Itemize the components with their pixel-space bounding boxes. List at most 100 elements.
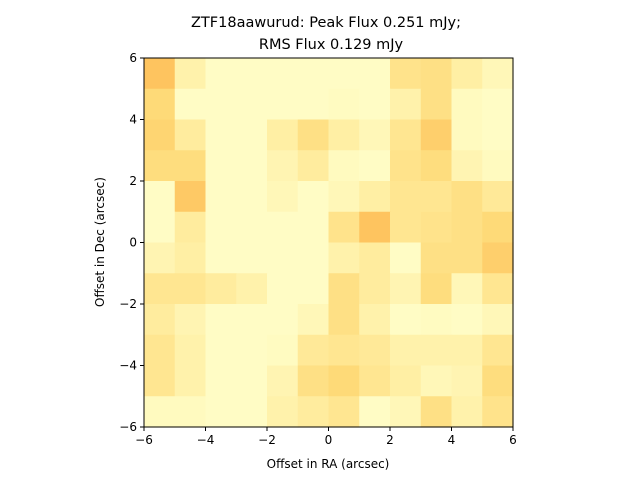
heatmap-cell — [205, 273, 237, 305]
heatmap-cell — [482, 88, 514, 121]
heatmap-cell — [451, 58, 483, 90]
heatmap-cell — [420, 88, 453, 121]
y-tick-label: 6 — [129, 51, 137, 65]
heatmap-cell — [144, 119, 176, 151]
heatmap-cell — [451, 211, 483, 244]
y-axis-label: Offset in Dec (arcsec) — [93, 177, 107, 307]
heatmap-cell — [390, 119, 422, 151]
x-tick-label: 6 — [509, 433, 517, 447]
heatmap-cell — [390, 273, 422, 305]
heatmap-cell — [390, 242, 422, 274]
heatmap-cell — [267, 334, 299, 367]
heatmap-cell — [420, 365, 453, 397]
heatmap-cell — [267, 181, 299, 213]
heatmap-cell — [144, 58, 176, 90]
heatmap-cell — [297, 150, 330, 182]
heatmap-cell — [390, 365, 422, 397]
x-tick-label: −2 — [258, 433, 276, 447]
heatmap-cell — [482, 273, 514, 305]
heatmap-cell — [297, 88, 330, 121]
heatmap-cell — [297, 304, 330, 336]
heatmap-cell — [420, 273, 453, 305]
heatmap-cell — [359, 58, 391, 90]
heatmap-cell — [297, 242, 330, 274]
heatmap-cell — [482, 58, 514, 90]
heatmap-cell — [328, 150, 360, 182]
heatmap-cell — [174, 88, 207, 121]
heatmap-cell — [205, 119, 237, 151]
chart-title-line1: ZTF18aawurud: Peak Flux 0.251 mJy; — [191, 15, 461, 31]
heatmap-cell — [451, 119, 483, 151]
heatmap-cell — [236, 181, 268, 213]
heatmap-cell — [359, 150, 391, 182]
heatmap-cell — [482, 211, 514, 244]
heatmap-cell — [390, 88, 422, 121]
x-tick-label: 2 — [386, 433, 394, 447]
x-tick-label: 4 — [448, 433, 456, 447]
heatmap-cell — [205, 181, 237, 213]
y-tick-label: −2 — [119, 297, 137, 311]
heatmap-cell — [390, 181, 422, 213]
y-tick-label: −4 — [119, 359, 137, 373]
heatmap-cell — [482, 150, 514, 182]
heatmap-cell — [144, 150, 176, 182]
heatmap-cell — [205, 150, 237, 182]
heatmap-cell — [390, 211, 422, 244]
heatmap-cell — [267, 119, 299, 151]
heatmap-cell — [420, 334, 453, 367]
heatmap-cell — [236, 58, 268, 90]
heatmap-cell — [174, 58, 207, 90]
heatmap-cell — [267, 211, 299, 244]
heatmap-cell — [328, 365, 360, 397]
heatmap-cell — [174, 211, 207, 244]
heatmap-cell — [267, 88, 299, 121]
heatmap-cell — [267, 273, 299, 305]
heatmap-cell — [420, 396, 453, 428]
heatmap-cell — [144, 211, 176, 244]
heatmap-cell — [236, 396, 268, 428]
heatmap-cell — [174, 181, 207, 213]
heatmap-cell — [482, 242, 514, 274]
heatmap-cell — [236, 273, 268, 305]
heatmap-cell — [451, 242, 483, 274]
heatmap-cell — [267, 150, 299, 182]
heatmap-cell — [144, 334, 176, 367]
heatmap-cell — [359, 181, 391, 213]
heatmap-cell — [451, 273, 483, 305]
heatmap-cell — [297, 211, 330, 244]
heatmap-cell — [236, 150, 268, 182]
heatmap-cell — [297, 181, 330, 213]
chart-title-line2: RMS Flux 0.129 mJy — [259, 37, 404, 53]
heatmap-cell — [236, 242, 268, 274]
heatmap-cell — [420, 211, 453, 244]
heatmap-cell — [236, 119, 268, 151]
heatmap-cell — [420, 242, 453, 274]
heatmap-cell — [451, 88, 483, 121]
heatmap-cell — [328, 304, 360, 336]
heatmap-cell — [359, 119, 391, 151]
x-tick-label: 0 — [325, 433, 333, 447]
heatmap-cell — [236, 365, 268, 397]
heatmap-cells — [144, 58, 514, 428]
x-axis-ticks: −6 −4 −2 0 2 4 6 — [135, 427, 517, 447]
heatmap-cell — [359, 365, 391, 397]
heatmap-cell — [420, 119, 453, 151]
heatmap-cell — [297, 119, 330, 151]
heatmap-cell — [205, 396, 237, 428]
heatmap-cell — [359, 396, 391, 428]
heatmap-cell — [482, 181, 514, 213]
heatmap-cell — [328, 119, 360, 151]
heatmap-cell — [236, 211, 268, 244]
heatmap-cell — [328, 181, 360, 213]
y-tick-label: 0 — [129, 236, 137, 250]
heatmap-cell — [144, 396, 176, 428]
heatmap-cell — [359, 304, 391, 336]
heatmap-cell — [236, 334, 268, 367]
y-tick-label: 4 — [129, 113, 137, 127]
heatmap-cell — [328, 242, 360, 274]
heatmap-cell — [482, 365, 514, 397]
heatmap-cell — [174, 273, 207, 305]
heatmap-cell — [328, 211, 360, 244]
heatmap-cell — [451, 396, 483, 428]
heatmap-cell — [236, 88, 268, 121]
